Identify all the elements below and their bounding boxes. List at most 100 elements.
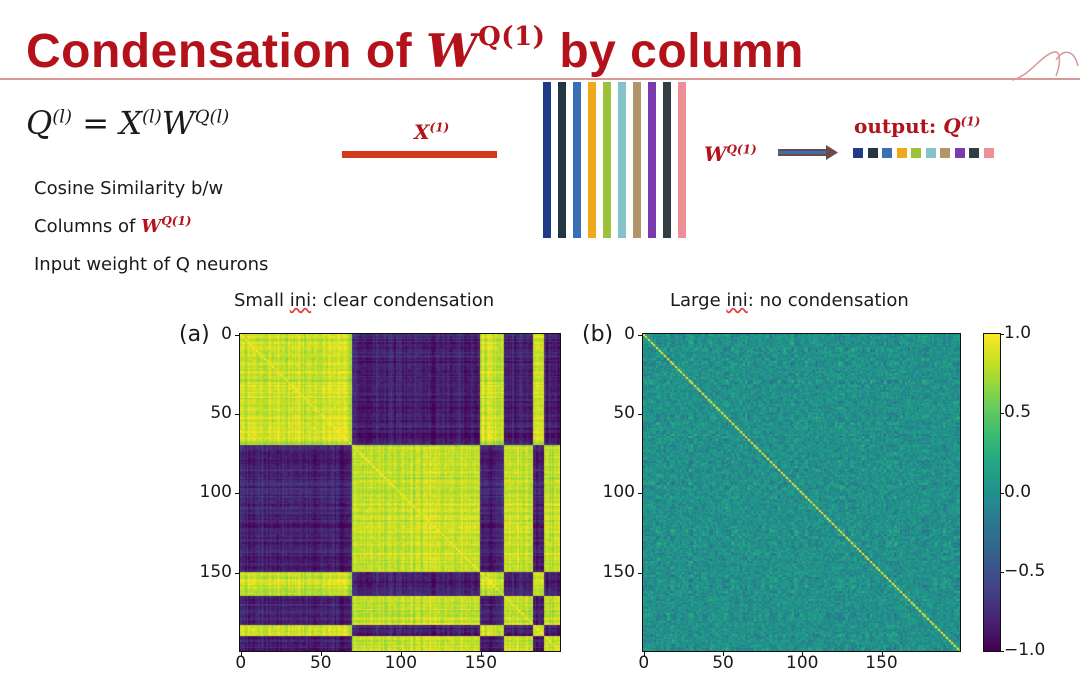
heatmap-b-title-ini: ini	[726, 290, 748, 311]
heatmap-a-xtick-mark	[400, 651, 402, 656]
heatmap-a-xtick-mark	[480, 651, 482, 656]
desc-line-3: Input weight of Q neurons	[34, 254, 269, 275]
desc-line-2-symbol: WQ(1)	[141, 214, 192, 237]
heatmap-b-ytick-mark	[638, 493, 643, 495]
heatmap-a-xtick-mark	[320, 651, 322, 656]
heatmap-a-title-ini: ini	[289, 290, 312, 311]
x-input-bar	[342, 151, 497, 158]
heatmap-a-ytick-mark	[235, 572, 240, 574]
heatmap-b	[643, 334, 960, 651]
heatmap-b-title-prefix: Large	[670, 290, 727, 311]
heatmap-b-title: Large ini: no condensation	[670, 290, 909, 311]
colorbar-tick-mark	[1000, 571, 1004, 573]
formula-equals: =	[82, 104, 110, 142]
colorbar-tick-0: 1.0	[1004, 323, 1032, 343]
heatmap-a-title-prefix: Small	[234, 290, 290, 311]
colorbar-tick-mark	[1000, 334, 1004, 335]
desc-w-sup: Q(1)	[161, 214, 192, 228]
colorbar-tick-1: 0.5	[1004, 402, 1032, 423]
title-divider	[0, 78, 1080, 80]
formula-sup-2: (l)	[141, 106, 162, 128]
colorbar-tick-3: −0.5	[1004, 560, 1046, 581]
heatmap-b-title-suffix: : no condensation	[747, 290, 909, 311]
heatmap-a-ytick-mark	[235, 334, 240, 336]
heatmap-b-ytick-mark	[638, 414, 643, 416]
colorbar-tick-mark	[1000, 413, 1004, 415]
heatmap-a-title: Small ini: clear condensation	[234, 290, 494, 311]
heatmap-a-ytick-50: 50	[210, 403, 232, 424]
x-symbol: X	[414, 120, 430, 144]
heatmap-a-xtick-mark	[240, 651, 242, 656]
heatmap-b-xtick-mark	[723, 651, 725, 656]
weight-column-2	[558, 82, 566, 238]
heatmap-a-ytick-0: 0	[221, 323, 232, 344]
formula-w: W	[161, 104, 195, 142]
output-sup: (1)	[960, 114, 981, 129]
heatmap-a-xtick-150: 150	[464, 653, 498, 673]
weight-column-7	[633, 82, 641, 238]
heatmap-b-ytick-0: 0	[624, 323, 635, 344]
title-superscript: Q(1)	[478, 22, 546, 52]
colorbar-tick-2: 0.0	[1004, 481, 1032, 502]
heatmap-b-ytick-50: 50	[613, 403, 635, 424]
output-square-6	[925, 148, 936, 158]
colorbar-tick-mark	[1000, 492, 1004, 494]
heatmap-a-ytick-150: 150	[199, 561, 232, 582]
heatmap-b-xtick-mark	[802, 651, 804, 656]
output-square-10	[983, 148, 994, 158]
title-suffix: by column	[545, 25, 804, 78]
weight-columns	[543, 82, 688, 238]
desc-line-2-text: Columns of	[34, 216, 142, 237]
heatmap-b-ytick-mark	[638, 572, 643, 574]
weight-column-9	[663, 82, 671, 238]
panel-label-a: (a)	[179, 322, 210, 347]
output-square-7	[940, 148, 950, 158]
weight-column-8	[648, 82, 656, 238]
title-symbol: W	[425, 24, 479, 78]
colorbar	[984, 334, 1000, 651]
arrow-icon	[778, 145, 838, 160]
wq-symbol: W	[704, 142, 727, 166]
heatmap-b-xtick-100: 100	[786, 653, 819, 673]
weight-column-4	[588, 82, 596, 238]
title-prefix: Condensation of	[26, 25, 426, 78]
heatmap-a-ytick-100: 100	[199, 482, 232, 503]
formula-q: Q	[26, 104, 53, 142]
weight-column-5	[603, 82, 611, 238]
output-square-3	[882, 148, 892, 158]
heatmap-b-xtick-mark	[881, 651, 883, 656]
heatmap-a-ytick-mark	[235, 414, 240, 416]
colorbar-tick-4: −1.0	[1004, 640, 1046, 660]
desc-line-1: Cosine Similarity b/w	[34, 178, 224, 199]
heatmap-a-xtick-50: 50	[309, 653, 332, 673]
colorbar-frame	[983, 333, 1001, 652]
wq-label: WQ(1)	[704, 142, 757, 166]
output-square-2	[867, 148, 878, 158]
heatmap-b-xtick-150: 150	[865, 653, 898, 673]
colorbar-tick-mark	[1000, 651, 1004, 652]
desc-line-2: Columns of WQ(1)	[34, 214, 192, 237]
output-square-4	[896, 148, 907, 158]
panel-label-b: (b)	[582, 322, 614, 347]
weight-column-10	[678, 82, 686, 238]
heatmap-b-xtick-mark	[643, 651, 645, 656]
wq-sup: Q(1)	[726, 142, 757, 157]
weight-column-6	[618, 82, 626, 238]
output-square-1	[853, 148, 863, 158]
formula-sup-1: (l)	[52, 106, 73, 128]
output-square-8	[954, 148, 965, 158]
slide-title: Condensation of WQ(1) by column	[26, 22, 804, 79]
heatmap-b-ytick-100: 100	[602, 482, 635, 503]
heatmap-a-ytick-mark	[235, 493, 240, 495]
desc-w: W	[141, 216, 162, 237]
output-label: output: Q(1)	[854, 114, 980, 138]
heatmap-a-xtick-100: 100	[384, 653, 418, 673]
output-squares	[853, 148, 1003, 158]
heatmap-b-ytick-150: 150	[602, 561, 635, 582]
x-sup: (1)	[429, 120, 450, 135]
heatmap-a-xtick-0: 0	[235, 653, 247, 673]
heatmap-b-frame	[642, 333, 961, 652]
formula: Q(l) = X(l)WQ(l)	[26, 104, 229, 142]
heatmap-a	[240, 334, 560, 651]
output-symbol: Q	[943, 114, 961, 138]
